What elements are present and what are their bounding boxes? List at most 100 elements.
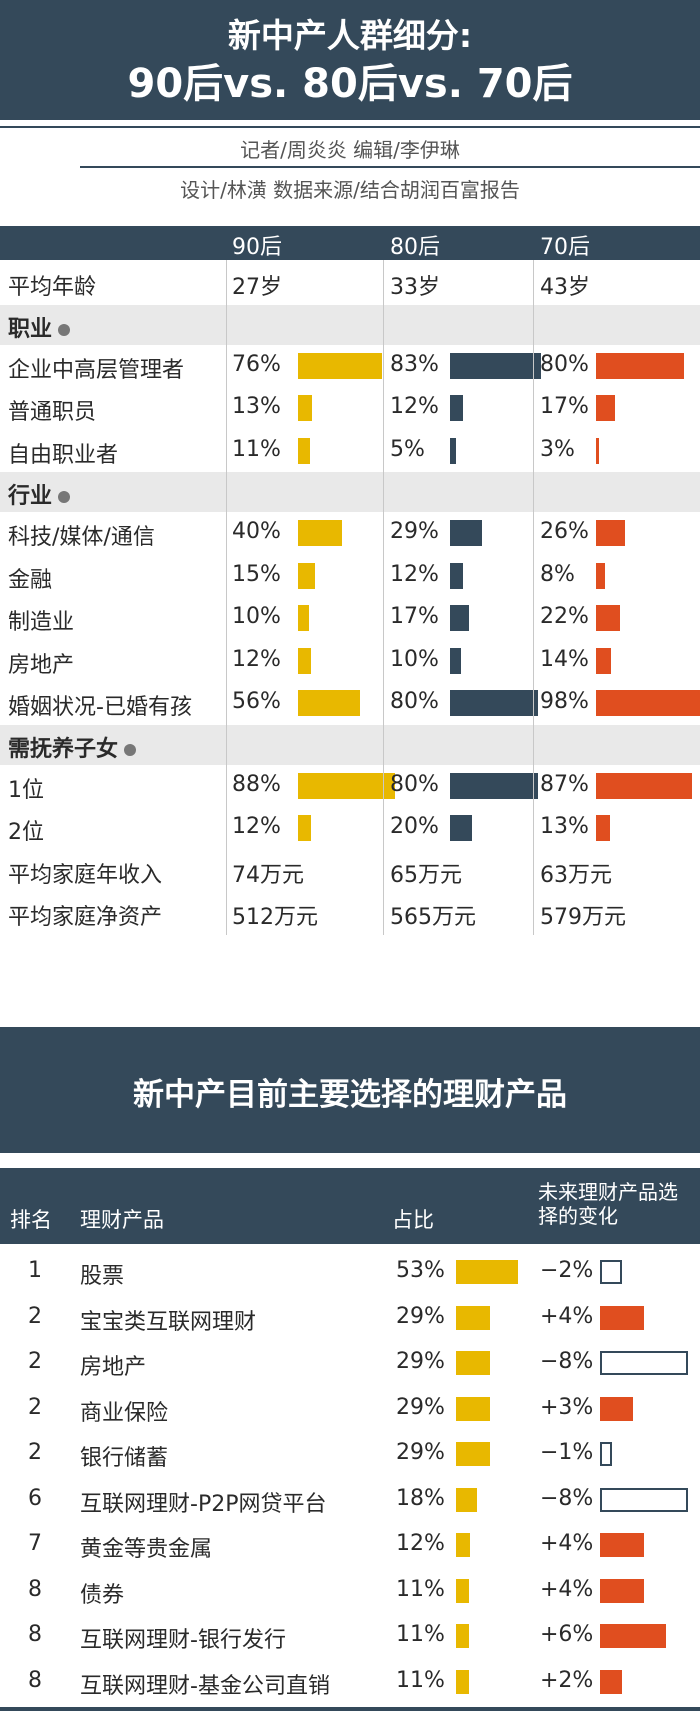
row-label: 行业 <box>8 478 71 510</box>
title-line-2: 90后vs. 80后vs. 70后 <box>127 61 573 107</box>
value-bar <box>450 352 542 379</box>
table-row: 7 黄金等贵金属 12% +4% <box>0 1523 700 1569</box>
table-row: 2 商业保险 29% +3% <box>0 1387 700 1433</box>
change-value: −8% <box>540 1485 594 1511</box>
change-value: +4% <box>540 1576 594 1602</box>
product-cell: 互联网理财-基金公司直销 <box>80 1673 330 1699</box>
share-value: 29% <box>396 1394 445 1420</box>
share-bar <box>456 1669 469 1694</box>
value-label: 13% <box>540 814 589 840</box>
change-bar <box>600 1396 633 1421</box>
value-bar <box>596 520 625 547</box>
rank-cell: 2 <box>28 1303 42 1329</box>
table-row: 8 互联网理财-基金公司直销 11% +2% <box>0 1660 700 1706</box>
rank-cell: 2 <box>28 1440 42 1465</box>
value-bar <box>596 437 600 464</box>
row-label: 平均家庭净资产 <box>8 905 163 931</box>
value-label: 12% <box>232 646 281 672</box>
value-label: 12% <box>390 561 439 587</box>
change-value: +4% <box>540 1303 594 1329</box>
change-bar <box>600 1533 644 1557</box>
value-bar <box>298 520 342 547</box>
table-row: 8 债券 11% +4% <box>0 1569 700 1615</box>
share-bar <box>456 1260 518 1284</box>
rank-cell: 2 <box>28 1394 42 1420</box>
value-label: 17% <box>540 394 589 420</box>
rank-header: 排名 <box>10 1208 52 1232</box>
column-header: 70后 <box>540 235 590 260</box>
title-banner: 新中产人群细分: 90后vs. 80后vs. 70后 <box>0 0 700 120</box>
value-bar <box>596 352 684 379</box>
data-row: 平均家庭净资产 512万元 565万元 579万元 <box>0 892 700 935</box>
data-row: 普通职员 13% 12% 17% <box>0 387 700 430</box>
change-bar <box>600 1624 666 1648</box>
bullet-dot <box>58 323 71 336</box>
value-label: 87% <box>540 771 589 797</box>
column-header-row: 90后 80后 70后 <box>0 226 700 260</box>
value-label: 26% <box>540 519 589 545</box>
value-bar <box>298 772 395 799</box>
share-value: 18% <box>396 1485 445 1511</box>
value-label: 43岁 <box>540 275 590 301</box>
value-label: 63万元 <box>540 862 612 888</box>
share-bar <box>456 1442 490 1466</box>
change-value: +2% <box>540 1667 594 1693</box>
data-row: 婚姻状况-已婚有孩 56% 80% 98% <box>0 682 700 725</box>
product-cell: 宝宝类互联网理财 <box>80 1309 257 1335</box>
value-label: 11% <box>232 436 281 462</box>
column-header: 80后 <box>390 235 440 260</box>
share-header: 占比 <box>392 1208 434 1232</box>
row-label: 1位 <box>8 777 44 803</box>
rank-cell: 8 <box>28 1576 42 1602</box>
table-bottom-rule <box>0 1707 700 1711</box>
row-label: 自由职业者 <box>8 442 119 468</box>
table-row: 2 房地产 29% −8% <box>0 1341 700 1387</box>
value-label: 98% <box>540 689 589 715</box>
value-label: 12% <box>232 814 281 840</box>
value-bar <box>596 395 615 422</box>
section-row: 职业 <box>0 304 700 345</box>
value-bar <box>596 562 605 589</box>
share-bar <box>456 1578 469 1603</box>
section-title: 新中产目前主要选择的理财产品 <box>133 1077 567 1113</box>
share-value: 11% <box>396 1576 445 1602</box>
row-label: 制造业 <box>8 610 75 636</box>
change-value: −1% <box>540 1440 594 1465</box>
value-label: 80% <box>540 351 589 377</box>
value-bar <box>596 605 621 632</box>
value-label: 56% <box>232 689 281 715</box>
value-label: 88% <box>232 771 281 797</box>
share-value: 12% <box>396 1531 445 1556</box>
title-line-1: 新中产人群细分: <box>227 16 473 55</box>
data-row: 自由职业者 11% 5% 3% <box>0 430 700 473</box>
table-row: 2 银行储蓄 29% −1% <box>0 1432 700 1478</box>
value-label: 512万元 <box>232 905 318 931</box>
rank-cell: 8 <box>28 1622 42 1647</box>
value-bar <box>298 352 382 379</box>
table-header-row: 排名 理财产品 占比 未来理财产品选择的变化 <box>0 1168 700 1244</box>
value-label: 17% <box>390 604 439 630</box>
row-label: 金融 <box>8 567 53 593</box>
value-label: 27岁 <box>232 275 282 301</box>
value-bar <box>450 815 472 842</box>
share-bar <box>456 1396 490 1421</box>
share-value: 11% <box>396 1667 445 1693</box>
column-divider <box>533 260 534 935</box>
value-label: 40% <box>232 519 281 545</box>
change-bar <box>600 1669 622 1694</box>
change-bar <box>600 1487 688 1512</box>
table-row: 6 互联网理财-P2P网贷平台 18% −8% <box>0 1478 700 1524</box>
row-label: 平均家庭年收入 <box>8 862 163 888</box>
value-label: 22% <box>540 604 589 630</box>
change-value: +3% <box>540 1394 594 1420</box>
bullet-dot <box>58 491 71 503</box>
value-label: 13% <box>232 394 281 420</box>
share-bar <box>456 1305 490 1330</box>
value-bar <box>596 815 611 842</box>
value-bar <box>450 520 482 547</box>
share-bar <box>456 1624 469 1648</box>
row-label: 企业中高层管理者 <box>8 357 185 383</box>
product-cell: 银行储蓄 <box>80 1446 169 1471</box>
change-bar <box>600 1305 644 1330</box>
product-cell: 互联网理财-银行发行 <box>80 1628 286 1653</box>
